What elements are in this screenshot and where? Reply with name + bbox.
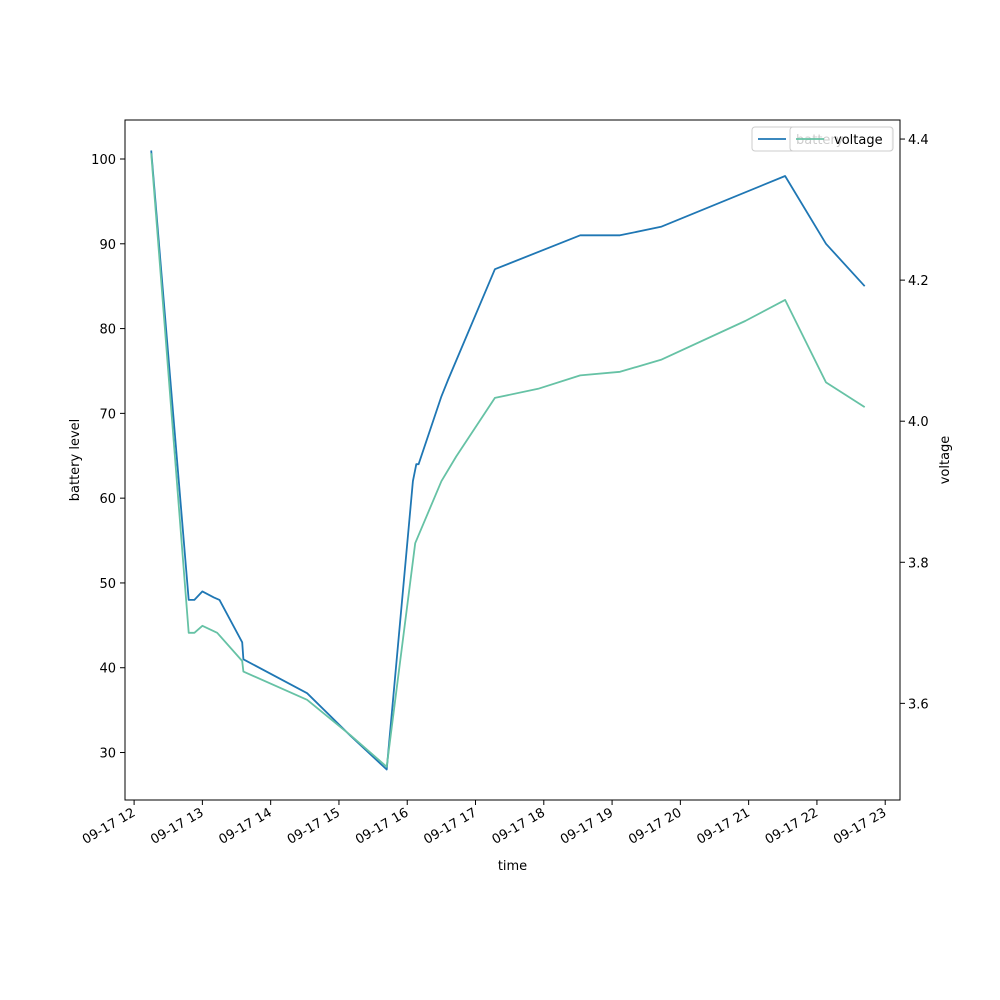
x-axis-label: time — [498, 859, 527, 874]
plot-frame — [124, 119, 901, 801]
legend-box-voltage — [789, 126, 894, 152]
legend-label-voltage: voltage — [834, 133, 883, 148]
series-line-battery — [150, 150, 866, 771]
y-tick-label: 50 — [99, 577, 116, 592]
y-tick-label: 60 — [99, 492, 116, 507]
y-tick-label: 70 — [99, 407, 116, 422]
y2-tick-label: 4.2 — [908, 274, 929, 289]
y-tick-label: 30 — [99, 747, 116, 762]
y2-tick-label: 3.8 — [908, 556, 929, 571]
y2-tick-label: 4.0 — [908, 415, 929, 430]
legend: batteryvoltage — [751, 126, 894, 152]
series-line-voltage — [150, 153, 866, 768]
y-tick-label: 90 — [99, 238, 116, 253]
y-tick-label: 100 — [91, 153, 116, 168]
y-tick-label: 80 — [99, 323, 116, 338]
y-axis-label: battery level — [68, 419, 83, 502]
y2-tick-label: 3.6 — [908, 697, 929, 712]
series-layer — [150, 150, 866, 771]
y2-tick-label: 4.4 — [908, 133, 929, 148]
y-tick-label: 40 — [99, 662, 116, 677]
y2-axis-label: voltage — [938, 436, 953, 485]
